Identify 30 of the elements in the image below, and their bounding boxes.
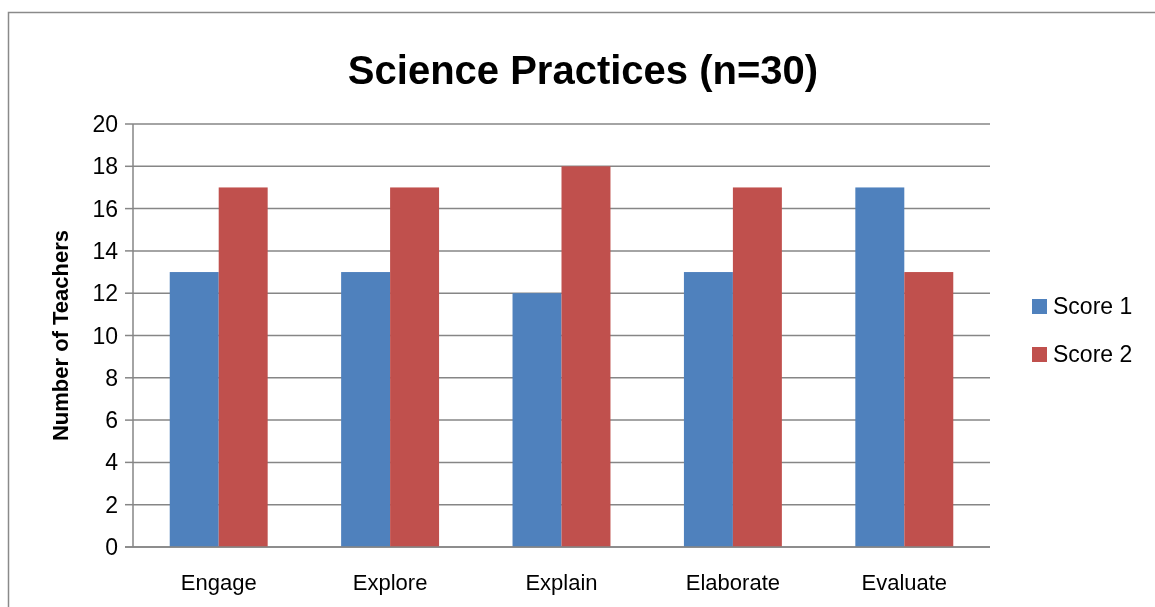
x-tick-label: Elaborate [685, 570, 780, 595]
bar [512, 293, 562, 547]
y-tick-label: 6 [105, 407, 118, 434]
bar [390, 187, 440, 547]
bar [218, 187, 268, 547]
x-tick-label: Explain [525, 570, 598, 595]
y-tick-label: 4 [105, 449, 119, 476]
y-tick-label: 16 [92, 195, 118, 222]
y-tick-label: 8 [105, 364, 118, 391]
y-tick-label: 2 [105, 491, 118, 518]
x-tick-label: Evaluate [861, 570, 948, 595]
x-tick-label: Engage [180, 570, 257, 595]
y-tick-label: 18 [92, 153, 118, 180]
y-tick-label: 0 [105, 534, 118, 561]
y-axis-title: Number of Teachers [48, 229, 73, 442]
y-tick-label: 12 [92, 280, 118, 307]
bar [561, 166, 611, 547]
bar [169, 272, 219, 547]
legend-label: Score 2 [1053, 341, 1133, 367]
bar [732, 187, 782, 547]
y-tick-label: 20 [92, 111, 118, 138]
bar [341, 272, 391, 547]
legend-label: Score 1 [1053, 293, 1133, 319]
bar [855, 187, 905, 547]
bar [904, 272, 954, 547]
y-tick-label: 10 [92, 322, 118, 349]
x-tick-label: Explore [352, 570, 428, 595]
chart-title: Science Practices (n=30) [347, 48, 819, 92]
bar [683, 272, 733, 547]
y-tick-label: 14 [92, 237, 119, 264]
